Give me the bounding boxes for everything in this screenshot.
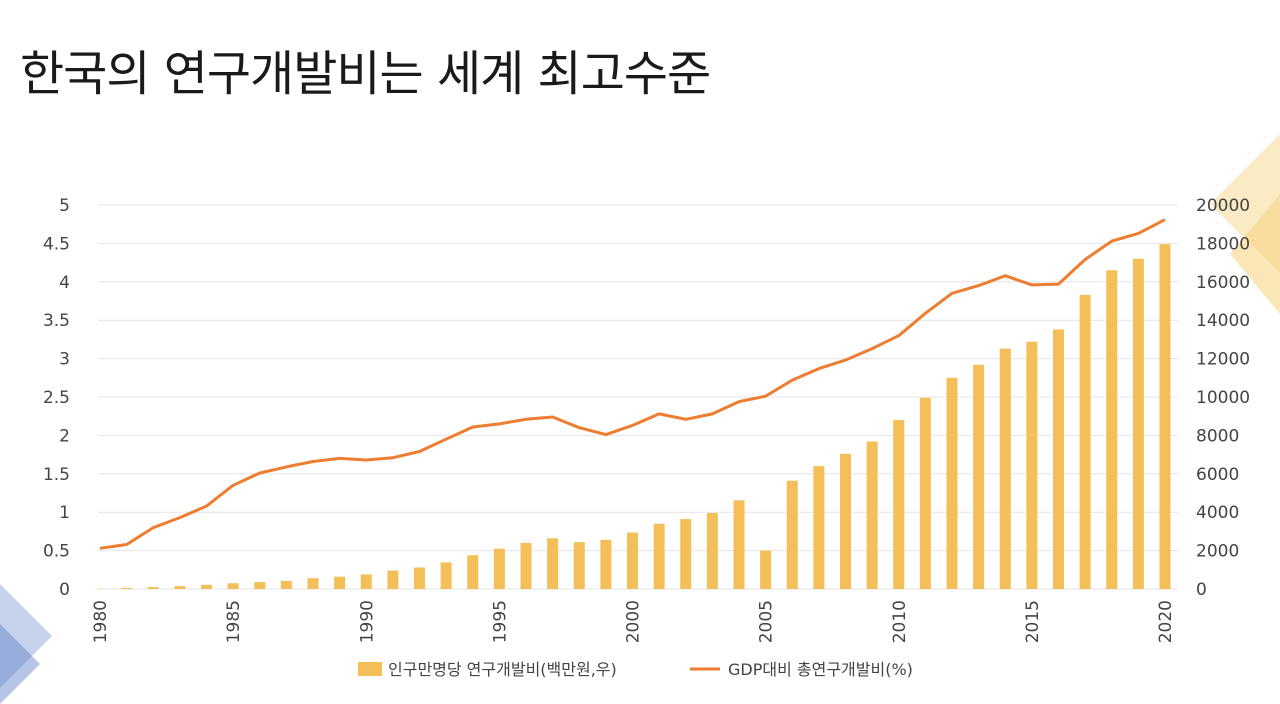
bar-2019: [1132, 258, 1144, 589]
bar-2006: [786, 480, 798, 589]
legend-line-label: GDP대비 총연구개발비(%): [728, 660, 913, 679]
bar-1981: [121, 587, 133, 589]
bar-2005: [760, 550, 772, 589]
y-right-tick-label: 14000: [1196, 311, 1250, 331]
bar-1988: [307, 578, 319, 589]
x-tick-label: 1990: [357, 600, 377, 643]
bar-1987: [280, 580, 292, 589]
x-tick-label: 1985: [224, 600, 244, 643]
bar-2008: [840, 453, 851, 589]
x-tick-label: 1980: [91, 600, 111, 643]
bar-1999: [600, 539, 612, 589]
y-left-tick-label: 1.5: [43, 465, 70, 485]
y-left-tick-label: 4: [59, 273, 70, 293]
decorative-diamond-blue: [0, 584, 52, 704]
y-left-tick-label: 0: [59, 580, 70, 600]
y-right-tick-label: 10000: [1196, 388, 1250, 408]
legend-bar-label: 인구만명당 연구개발비(백만원,우): [388, 660, 617, 679]
y-right-tick-label: 20000: [1196, 196, 1250, 216]
bar-1995: [493, 548, 505, 589]
y-right-tick-label: 6000: [1196, 465, 1239, 485]
bar-2007: [813, 466, 825, 589]
bar-1992: [414, 567, 425, 589]
bar-2001: [653, 523, 665, 589]
y-right-tick-label: 16000: [1196, 273, 1250, 293]
bar-series: [94, 244, 1171, 589]
bar-2000: [627, 532, 638, 589]
x-tick-label: 2005: [757, 600, 777, 643]
bar-1984: [201, 584, 212, 589]
legend: 인구만명당 연구개발비(백만원,우) GDP대비 총연구개발비(%): [358, 660, 913, 679]
y-right-tick-label: 8000: [1196, 426, 1239, 446]
x-tick-label: 2010: [890, 600, 910, 643]
bar-1994: [467, 555, 479, 589]
y-right-tick-label: 4000: [1196, 503, 1239, 523]
bar-1989: [334, 576, 346, 589]
bar-2018: [1106, 270, 1118, 589]
bar-2004: [733, 500, 745, 589]
x-tick-label: 1995: [490, 600, 510, 643]
bar-2011: [919, 397, 931, 589]
bar-1996: [520, 542, 532, 589]
bar-2002: [680, 519, 692, 589]
bar-1991: [387, 570, 399, 589]
y-right-tick-label: 12000: [1196, 350, 1250, 370]
bar-1982: [147, 587, 159, 589]
bar-2020: [1159, 244, 1171, 589]
decorative-diamond-yellow: [1210, 134, 1280, 314]
gdp-ratio-line: [99, 218, 1166, 550]
y-left-tick-label: 3: [59, 350, 70, 370]
page-title: 한국의 연구개발비는 세계 최고수준: [20, 46, 711, 102]
bar-1990: [360, 574, 372, 589]
bar-2016: [1053, 329, 1064, 589]
y-right-tick-label: 0: [1196, 580, 1207, 600]
bar-1993: [440, 562, 452, 589]
y-left-tick-label: 0.5: [43, 542, 70, 562]
y-right-tick-label: 18000: [1196, 234, 1250, 254]
y-left-tick-label: 4.5: [43, 234, 70, 254]
bar-2009: [866, 441, 878, 589]
bar-2012: [946, 377, 958, 589]
y-left-tick-label: 5: [59, 196, 70, 216]
x-tick-label: 2000: [624, 600, 644, 643]
y-axis-right: 0 2000 4000 6000 8000 10000 12000 14000 16000 180…: [1196, 196, 1250, 600]
bar-2017: [1079, 294, 1091, 589]
bar-1986: [254, 582, 266, 589]
bar-2014: [999, 348, 1011, 589]
y-axis-left: 0 0.5 1 1.5 2 2.5 3 3.5 4 4.5 5: [43, 196, 70, 600]
y-right-tick-label: 2000: [1196, 542, 1239, 562]
y-left-tick-label: 2: [59, 426, 70, 446]
x-axis: 1980 1985 1990 1995 2000 2005 2010 2015 2020: [91, 600, 1176, 643]
bar-2003: [706, 512, 718, 589]
y-left-tick-label: 2.5: [43, 388, 70, 408]
bar-1998: [573, 542, 585, 589]
bar-1985: [227, 583, 239, 589]
line-series: [99, 218, 1166, 550]
y-left-tick-label: 1: [59, 503, 70, 523]
bar-2010: [893, 420, 905, 589]
bar-2015: [1026, 341, 1038, 589]
bar-1997: [547, 538, 559, 589]
legend-bar-swatch: [358, 662, 382, 676]
x-tick-label: 2020: [1156, 600, 1176, 643]
x-tick-label: 2015: [1023, 600, 1043, 643]
grid-lines: [98, 204, 1178, 590]
bar-2013: [973, 364, 985, 589]
y-left-tick-label: 3.5: [43, 311, 70, 331]
bar-1983: [174, 586, 186, 589]
